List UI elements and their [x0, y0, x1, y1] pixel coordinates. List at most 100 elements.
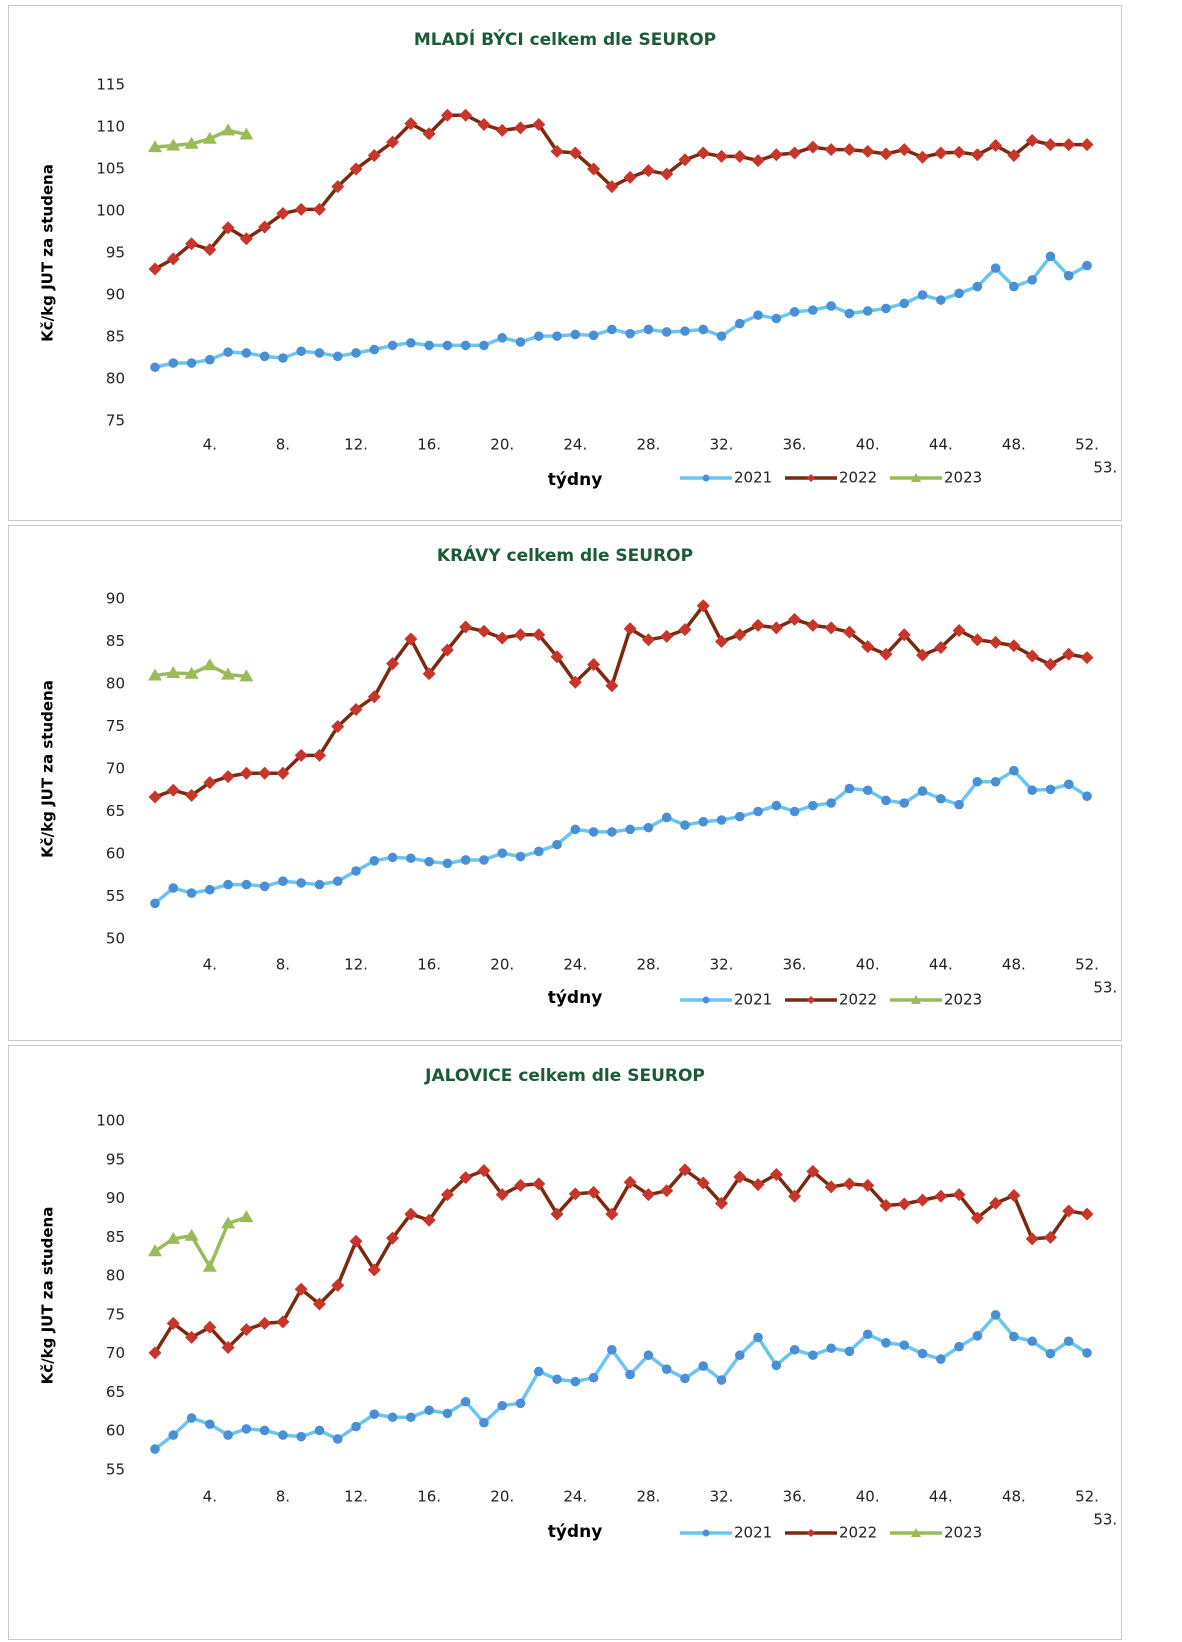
- marker: [223, 879, 233, 890]
- legend-label: 2022: [839, 469, 877, 487]
- marker: [769, 621, 783, 635]
- marker: [203, 1320, 217, 1334]
- marker: [351, 1421, 361, 1432]
- marker: [661, 812, 672, 823]
- x-axis-title: týdny: [548, 988, 603, 1008]
- marker: [552, 839, 562, 850]
- marker: [641, 164, 655, 178]
- marker: [934, 146, 948, 160]
- y-tick-label: 70: [106, 1344, 125, 1362]
- marker: [495, 1188, 509, 1202]
- marker: [259, 351, 270, 362]
- marker: [806, 618, 820, 632]
- marker: [351, 348, 361, 358]
- marker: [497, 1400, 508, 1411]
- y-tick-label: 75: [106, 717, 125, 735]
- marker: [314, 879, 325, 890]
- marker: [369, 344, 380, 355]
- marker: [387, 852, 398, 863]
- marker: [367, 690, 381, 704]
- marker: [150, 898, 160, 909]
- marker: [239, 232, 253, 246]
- x-tick-label: 12.: [344, 436, 368, 454]
- chart-title: MLADÍ BÝCI celkem dle SEUROP: [414, 28, 716, 50]
- marker: [789, 806, 800, 817]
- marker: [258, 766, 272, 780]
- marker: [824, 621, 838, 635]
- marker: [1063, 270, 1074, 281]
- marker: [625, 1369, 635, 1380]
- marker: [479, 1417, 489, 1428]
- marker: [205, 1419, 215, 1430]
- marker: [989, 635, 1003, 649]
- marker: [312, 202, 326, 216]
- marker: [680, 326, 690, 336]
- marker: [570, 824, 581, 835]
- marker: [477, 117, 491, 131]
- x-tick-label: 12.: [344, 1488, 368, 1506]
- marker: [440, 1188, 454, 1202]
- marker: [515, 851, 526, 862]
- marker: [1043, 138, 1057, 152]
- marker: [422, 127, 436, 141]
- marker: [808, 1350, 818, 1361]
- panel-frame: [8, 525, 1122, 1041]
- marker: [733, 149, 747, 163]
- marker: [166, 1316, 180, 1330]
- marker: [404, 117, 418, 131]
- marker: [716, 815, 727, 825]
- y-tick-label: 90: [106, 286, 125, 304]
- x-tick-label: 44.: [929, 956, 953, 974]
- marker: [296, 878, 306, 888]
- marker: [550, 144, 564, 158]
- marker: [1027, 785, 1037, 796]
- legend-marker: [911, 1528, 921, 1537]
- marker: [515, 337, 526, 347]
- marker: [1062, 1204, 1076, 1218]
- legend-label: 2022: [839, 1524, 877, 1542]
- panel-frame: [8, 5, 1122, 521]
- marker: [168, 1430, 179, 1440]
- marker: [185, 237, 199, 251]
- marker: [515, 1398, 526, 1409]
- marker: [532, 628, 546, 642]
- marker: [989, 138, 1003, 152]
- x-tick-label: 20.: [490, 956, 514, 974]
- series: [150, 251, 1092, 373]
- marker: [205, 354, 215, 365]
- marker: [495, 123, 509, 137]
- marker: [387, 340, 398, 351]
- marker: [771, 1360, 782, 1371]
- marker: [241, 879, 252, 890]
- series-line: [153, 1313, 1088, 1451]
- series: [150, 765, 1092, 909]
- marker: [294, 202, 308, 216]
- marker: [1007, 149, 1021, 163]
- y-tick-label: 75: [106, 1305, 125, 1323]
- marker: [278, 1430, 288, 1440]
- series-line: [153, 768, 1088, 905]
- marker: [588, 827, 599, 837]
- marker: [479, 855, 489, 865]
- marker: [459, 108, 473, 122]
- marker: [369, 1409, 380, 1419]
- marker: [733, 1170, 747, 1184]
- marker: [842, 625, 856, 639]
- y-tick-label: 80: [106, 370, 125, 388]
- marker: [771, 313, 782, 324]
- marker: [789, 307, 800, 317]
- series: [148, 658, 254, 682]
- marker: [497, 333, 508, 343]
- marker: [331, 720, 345, 733]
- y-tick-label: 65: [106, 802, 125, 820]
- marker: [367, 1263, 381, 1277]
- marker: [990, 776, 1001, 787]
- marker: [276, 1315, 290, 1329]
- marker: [1009, 765, 1019, 776]
- y-tick-label: 60: [106, 1422, 125, 1440]
- marker: [1043, 1230, 1057, 1244]
- marker: [844, 1346, 855, 1357]
- marker: [824, 1180, 838, 1194]
- marker: [862, 785, 873, 796]
